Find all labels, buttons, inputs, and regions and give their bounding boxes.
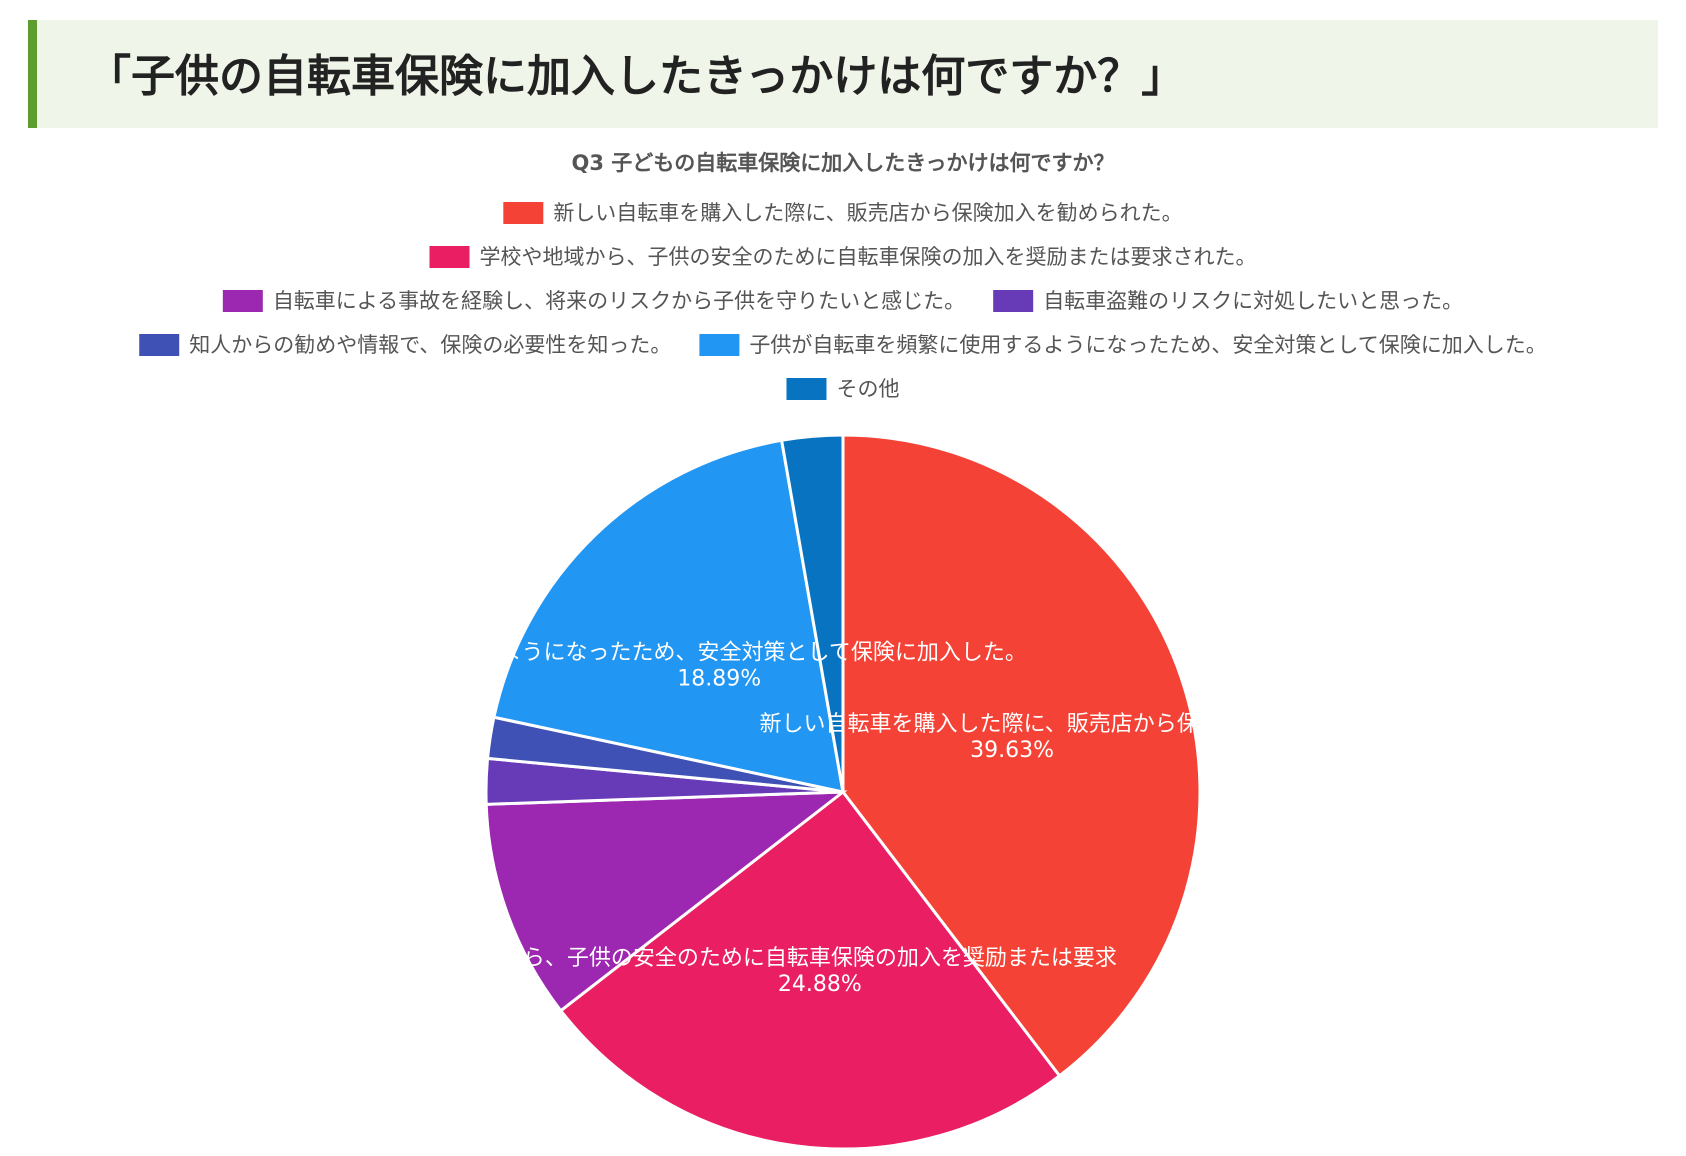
legend-swatch-6 bbox=[699, 334, 740, 356]
pie-slices bbox=[484, 433, 1202, 1151]
legend-label-5: 知人からの勧めや情報で、保険の必要性を知った。 bbox=[189, 333, 671, 357]
pie-slice-2 bbox=[558, 789, 1062, 1151]
slice-label-text-2: ら、子供の安全のために自転車保険の加入を奨励または要求 bbox=[523, 946, 1117, 971]
legend-swatch-1 bbox=[503, 202, 544, 224]
chart-legend: 新しい自転車を購入した際に、販売店から保険加入を勧められた。学校や地域から、子供… bbox=[139, 201, 1547, 401]
slice-label-value-1: 39.63% bbox=[970, 738, 1054, 763]
legend-swatch-4 bbox=[993, 290, 1034, 312]
pie-slice-6 bbox=[492, 438, 845, 794]
legend-label-1: 新しい自転車を購入した際に、販売店から保険加入を勧められた。 bbox=[553, 201, 1182, 225]
slice-label-text-6: 使用するようになったため、安全対策として保険に加入した。 bbox=[412, 640, 1027, 665]
pie-slice-1 bbox=[841, 433, 1202, 1078]
legend-swatch-7 bbox=[786, 378, 827, 400]
slice-label-value-6: 18.89% bbox=[677, 666, 761, 691]
slice-label-text-1: 新しい自転車を購入した際に、販売店から保険加入 bbox=[759, 712, 1264, 737]
chart-title: Q3 子どもの自転車保険に加入したきっかけは何ですか？ bbox=[572, 151, 1115, 175]
slice-label-value-2: 24.88% bbox=[778, 972, 862, 997]
pie-slice-7 bbox=[779, 433, 845, 793]
legend-label-7: その他 bbox=[837, 377, 900, 401]
legend-label-4: 自転車盗難のリスクに対処したいと思った。 bbox=[1043, 289, 1463, 313]
legend-label-2: 学校や地域から、子供の安全のために自転車保険の加入を奨励または要求された。 bbox=[480, 245, 1257, 269]
legend-label-3: 自転車による事故を経験し、将来のリスクから子供を守りたいと感じた。 bbox=[273, 289, 965, 313]
pie-chart: Q3 子どもの自転車保険に加入したきっかけは何ですか？ 新しい自転車を購入した際… bbox=[139, 151, 1547, 1151]
pie-slice-3 bbox=[484, 790, 848, 1013]
legend-label-6: 子供が自転車を頻繁に使用するようになったため、安全対策として保険に加入した。 bbox=[749, 333, 1546, 357]
section-heading: 「子供の自転車保険に加入したきっかけは何ですか？」 bbox=[28, 20, 1658, 128]
legend-swatch-2 bbox=[429, 246, 470, 268]
section-heading-title: 「子供の自転車保険に加入したきっかけは何ですか？」 bbox=[87, 51, 1186, 102]
legend-swatch-5 bbox=[139, 334, 180, 356]
legend-swatch-3 bbox=[222, 290, 263, 312]
